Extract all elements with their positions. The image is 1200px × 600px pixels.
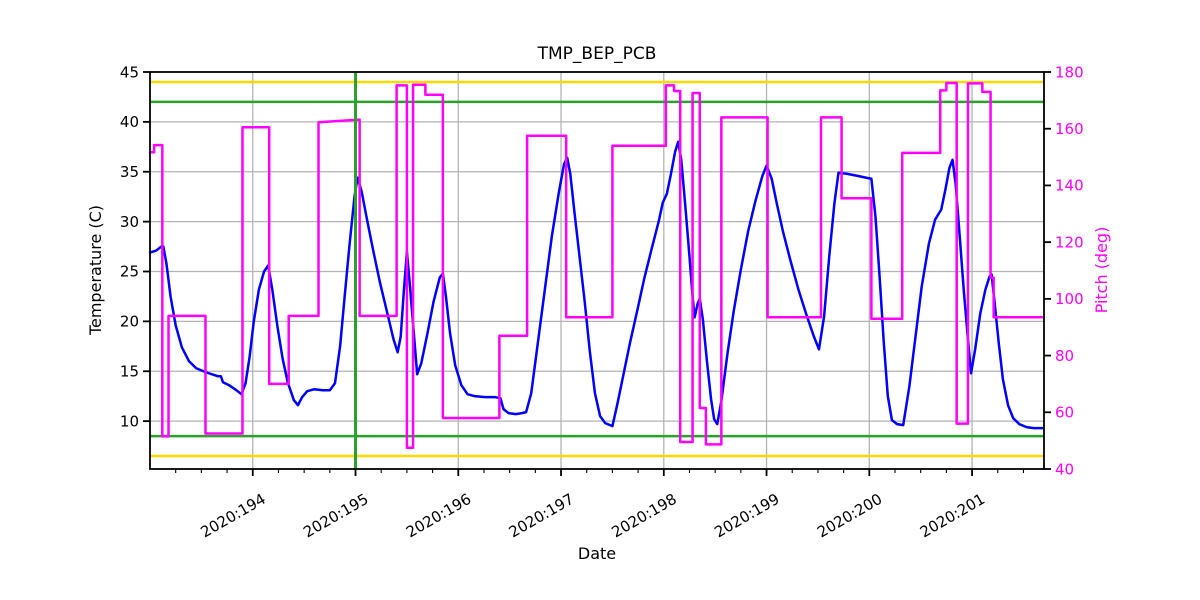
x-tick-label: 2020:200 bbox=[814, 490, 885, 542]
y-tick-label-right: 40 bbox=[1055, 460, 1074, 478]
right-axis-label: Pitch (deg) bbox=[1092, 226, 1111, 314]
y-tick-label-left: 10 bbox=[120, 412, 139, 430]
y-tick-label-left: 40 bbox=[120, 113, 139, 131]
x-tick-label: 2020:196 bbox=[403, 490, 474, 542]
left-axis-label: Temperature (C) bbox=[86, 204, 105, 336]
x-tick-label: 2020:201 bbox=[917, 490, 988, 542]
y-tick-label-left: 25 bbox=[120, 263, 139, 281]
x-tick-label: 2020:198 bbox=[609, 490, 680, 542]
y-tick-label-right: 80 bbox=[1055, 347, 1074, 365]
temperature-line bbox=[148, 140, 1044, 430]
y-tick-label-right: 60 bbox=[1055, 404, 1074, 422]
plot-border bbox=[149, 71, 1045, 470]
y-tick-label-right: 120 bbox=[1055, 233, 1084, 251]
y-tick-label-left: 20 bbox=[120, 313, 139, 331]
x-tick-label: 2020:197 bbox=[506, 490, 577, 542]
y-tick-label-right: 140 bbox=[1055, 177, 1084, 195]
y-tick-label-left: 15 bbox=[120, 362, 139, 380]
chart-title: TMP_BEP_PCB bbox=[537, 44, 657, 64]
y-tick-label-right: 180 bbox=[1055, 63, 1084, 81]
x-tick-label: 2020:194 bbox=[198, 490, 269, 542]
x-axis-label: Date bbox=[577, 544, 617, 563]
x-tick-label: 2020:195 bbox=[300, 490, 371, 542]
y-tick-label-right: 100 bbox=[1055, 290, 1084, 308]
y-tick-label-left: 45 bbox=[120, 63, 139, 81]
y-tick-label-left: 35 bbox=[120, 163, 139, 181]
x-tick-label: 2020:199 bbox=[711, 490, 782, 542]
pitch-line bbox=[148, 81, 1044, 449]
y-tick-label-left: 30 bbox=[120, 213, 139, 231]
y-tick-label-right: 160 bbox=[1055, 120, 1084, 138]
